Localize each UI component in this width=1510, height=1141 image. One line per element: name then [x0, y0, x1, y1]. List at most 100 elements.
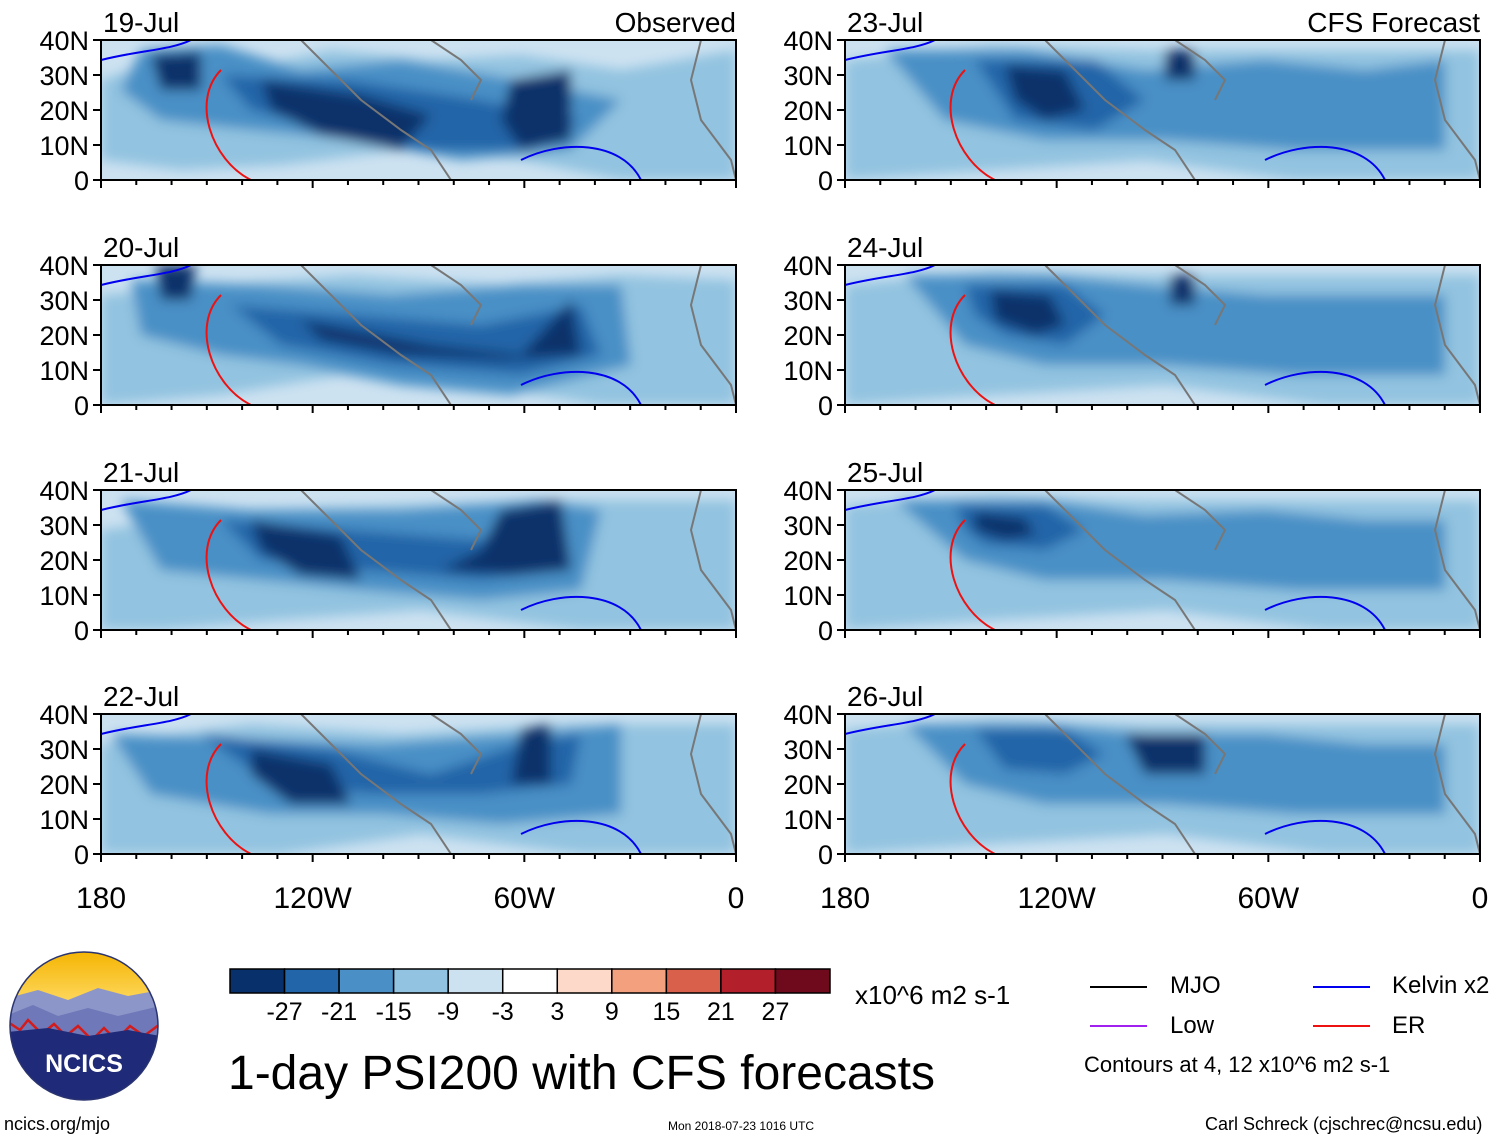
- colorbar-level-label: 21: [707, 998, 735, 1026]
- lat-tick-label: 20N: [783, 770, 833, 800]
- coastline: [1174, 714, 1227, 775]
- lat-tick-label: 30N: [39, 61, 89, 91]
- lat-tick-label: 30N: [39, 511, 89, 541]
- colorbar-swatch: [720, 968, 777, 994]
- kelvin-contour: [101, 714, 192, 735]
- shading-region: [1170, 275, 1195, 305]
- colorbar-level-label: -27: [266, 998, 302, 1026]
- lat-tick-label: 10N: [39, 356, 89, 386]
- kelvin-contour: [520, 145, 642, 180]
- shading-region: [251, 749, 351, 804]
- colorbar-level-label: -9: [437, 998, 459, 1026]
- colorbar-swatch: [556, 968, 613, 994]
- coastline: [689, 714, 736, 854]
- panel-header-right: Observed: [615, 7, 736, 38]
- lat-tick-label: 0: [818, 840, 833, 870]
- ncics-logo: NCICS: [9, 951, 159, 1101]
- footer-timestamp: Mon 2018-07-23 1016 UTC: [668, 1119, 815, 1133]
- coastline: [430, 714, 483, 775]
- kelvin-contour: [845, 40, 936, 61]
- contour-note: Contours at 4, 12 x10^6 m2 s-1: [1084, 1052, 1391, 1077]
- lat-tick-label: 10N: [39, 131, 89, 161]
- coastline: [1174, 265, 1227, 326]
- er-contour: [205, 743, 252, 854]
- panel-19-jul: 19-Jul Observed 40N 30N 20N 10N 0: [39, 7, 737, 196]
- lat-tick-label: 20N: [39, 321, 89, 351]
- lat-tick-label: 20N: [783, 96, 833, 126]
- coastline: [1174, 40, 1227, 101]
- lat-tick-label: 40N: [39, 26, 89, 56]
- lon-tick-label: 120W: [1017, 882, 1096, 915]
- coastline: [689, 40, 736, 180]
- coastline: [300, 490, 452, 630]
- kelvin-contour: [520, 819, 642, 854]
- coastline: [1044, 490, 1196, 630]
- colorbar-level-label: -15: [376, 998, 412, 1026]
- shading-region: [301, 300, 581, 360]
- legend-label-kelvin: Kelvin x2: [1392, 972, 1490, 999]
- shading-region: [1005, 65, 1085, 120]
- panel-20-jul: 20-Jul 40N 30N 20N 10N 0: [39, 232, 737, 421]
- kelvin-contour: [101, 265, 192, 286]
- lat-tick-label: 0: [74, 166, 89, 196]
- lat-tick-label: 0: [818, 391, 833, 421]
- kelvin-contour: [1264, 595, 1386, 630]
- er-contour: [205, 519, 252, 630]
- footer-credit: Carl Schreck (cjschrec@ncsu.edu): [1205, 1114, 1483, 1134]
- lat-tick-label: 20N: [39, 546, 89, 576]
- shading-region: [511, 724, 551, 784]
- er-contour: [205, 294, 252, 405]
- colorbar-swatch: [229, 968, 286, 994]
- lat-tick-label: 10N: [783, 805, 833, 835]
- kelvin-contour: [845, 490, 936, 511]
- coastline: [1044, 714, 1196, 854]
- lat-tick-label: 40N: [39, 700, 89, 730]
- panel-21-jul: 21-Jul 40N 30N 20N 10N 0: [39, 457, 737, 646]
- panel-25-jul: 25-Jul 40N 30N 20N 10N 0: [783, 457, 1481, 646]
- panel-date-label: 26-Jul: [847, 681, 923, 712]
- colorbar-swatch: [338, 968, 395, 994]
- lat-tick-label: 30N: [783, 286, 833, 316]
- panel-date-label: 19-Jul: [103, 7, 179, 38]
- lat-tick-label: 40N: [39, 476, 89, 506]
- er-contour: [949, 294, 996, 405]
- lat-tick-label: 10N: [783, 131, 833, 161]
- lon-tick-label: 180: [76, 882, 126, 915]
- coastline: [300, 714, 452, 854]
- shading-region: [990, 290, 1065, 335]
- panel-24-jul: 24-Jul 40N 30N 20N 10N 0: [783, 232, 1481, 421]
- lat-tick-label: 40N: [783, 476, 833, 506]
- colorbar-swatch: [447, 968, 504, 994]
- coastline: [430, 40, 483, 101]
- footer-url[interactable]: ncics.org/mjo: [4, 1114, 111, 1134]
- panel-date-label: 24-Jul: [847, 232, 923, 263]
- lon-tick-label: 0: [1472, 882, 1489, 915]
- lat-tick-label: 20N: [783, 321, 833, 351]
- legend-label-mjo: MJO: [1170, 972, 1221, 999]
- er-contour: [949, 519, 996, 630]
- lat-tick-label: 40N: [783, 251, 833, 281]
- lat-tick-label: 40N: [783, 26, 833, 56]
- lat-tick-label: 20N: [783, 546, 833, 576]
- lat-tick-label: 0: [74, 840, 89, 870]
- colorbar-level-label: -3: [492, 998, 514, 1026]
- colorbar-level-label: 9: [605, 998, 619, 1026]
- figure-title: 1-day PSI200 with CFS forecasts: [228, 1047, 935, 1100]
- coastline: [430, 490, 483, 551]
- coastline: [689, 490, 736, 630]
- panel-22-jul: 22-Jul 40N 30N 20N 10N 0: [39, 681, 737, 870]
- colorbar-swatch: [283, 968, 340, 994]
- lon-tick-label: 60W: [493, 882, 555, 915]
- coastline: [430, 265, 483, 326]
- shading-region: [1125, 734, 1205, 774]
- lat-tick-label: 0: [818, 166, 833, 196]
- lat-tick-label: 30N: [783, 61, 833, 91]
- lat-tick-label: 10N: [39, 805, 89, 835]
- legend-label-low: Low: [1170, 1012, 1215, 1039]
- kelvin-contour: [1264, 819, 1386, 854]
- shading-region: [441, 500, 571, 575]
- coastline: [689, 265, 736, 405]
- panel-23-jul: 23-Jul CFS Forecast 40N 30N 20N 10N 0: [783, 7, 1481, 196]
- shading-region: [151, 52, 201, 90]
- coastline: [1174, 490, 1227, 551]
